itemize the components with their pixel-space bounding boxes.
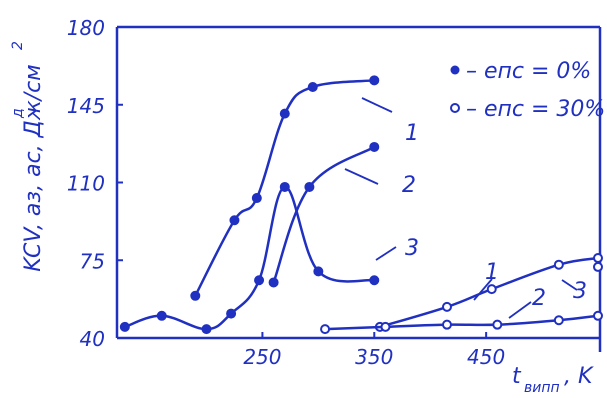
y-axis-title-superscript: д — [10, 108, 26, 119]
data-point-filled — [268, 277, 279, 288]
data-point-open — [553, 259, 564, 270]
data-point-open — [441, 301, 452, 312]
x-axis-label: t випп, K — [512, 364, 594, 396]
curve-label: 1 — [405, 121, 419, 146]
data-point-filled — [254, 275, 265, 286]
y-tick-label: 40 — [80, 327, 105, 351]
data-point-filled — [279, 108, 290, 119]
series-group — [119, 75, 603, 335]
legend-label: – eпс = 30% — [466, 97, 605, 122]
curve-label: 1 — [485, 260, 499, 285]
data-point-filled — [307, 81, 318, 92]
legend: – eпс = 0% – eпс = 30% — [450, 59, 605, 122]
data-point-filled — [304, 181, 315, 192]
data-point-filled — [201, 324, 212, 335]
data-point-open — [593, 310, 603, 321]
y-tick-label: 145 — [67, 94, 105, 118]
curve-label: 3 — [573, 279, 587, 304]
data-point-filled — [369, 141, 380, 152]
y-axis-title-exponent: 2 — [10, 41, 26, 50]
data-point-open — [441, 319, 452, 330]
y-tick-label: 110 — [67, 172, 105, 196]
curve-label: 2 — [402, 173, 416, 198]
curve-label: 2 — [532, 286, 546, 311]
x-tick-label: 250 — [243, 345, 281, 369]
data-point-open — [593, 253, 603, 264]
x-axis-title-subscript: випп — [524, 380, 560, 396]
curve-label-leader — [473, 278, 493, 301]
curve-label-leader — [375, 246, 397, 261]
tick-labels: 40 75 110 145 180 250 350 450 — [67, 16, 505, 369]
legend-marker-open — [450, 103, 460, 113]
curve-label-leader — [361, 97, 393, 113]
data-point-open — [486, 284, 497, 295]
x-tick-label: 450 — [467, 345, 505, 369]
data-point-open — [553, 315, 564, 326]
legend-label: – eпс = 0% — [466, 59, 591, 84]
data-point-filled — [251, 193, 262, 204]
curve-labels: 1 2 3 1 2 3 — [344, 97, 587, 319]
data-point-filled — [226, 308, 237, 319]
data-point-open — [492, 319, 503, 330]
legend-marker-filled — [450, 65, 460, 75]
x-axis-title: t — [512, 364, 522, 389]
data-point-filled — [313, 266, 324, 277]
data-point-open — [380, 321, 391, 332]
data-point-filled — [119, 321, 130, 332]
y-tick-label: 75 — [80, 249, 105, 273]
curve-label: 3 — [405, 236, 419, 261]
x-axis-title-unit: , K — [564, 364, 594, 389]
curve-label-leader — [508, 301, 532, 319]
series-line-filled-2 — [272, 145, 375, 283]
data-point-filled — [279, 181, 290, 192]
data-point-filled — [369, 75, 380, 86]
curve-label-leader — [344, 168, 379, 185]
curve-label-leader — [561, 279, 578, 291]
x-tick-label: 350 — [355, 345, 393, 369]
y-tick-label: 180 — [67, 16, 105, 40]
y-axis-title: KCV, aз, aс, Дж/см — [21, 64, 46, 272]
data-point-open — [593, 261, 603, 272]
y-axis-label: KCV, aз, aс, Дж/смд 2 — [10, 41, 46, 272]
data-point-filled — [156, 310, 167, 321]
data-point-open — [320, 324, 331, 335]
data-point-filled — [369, 275, 380, 286]
data-point-filled — [229, 215, 240, 226]
data-point-filled — [190, 290, 201, 301]
